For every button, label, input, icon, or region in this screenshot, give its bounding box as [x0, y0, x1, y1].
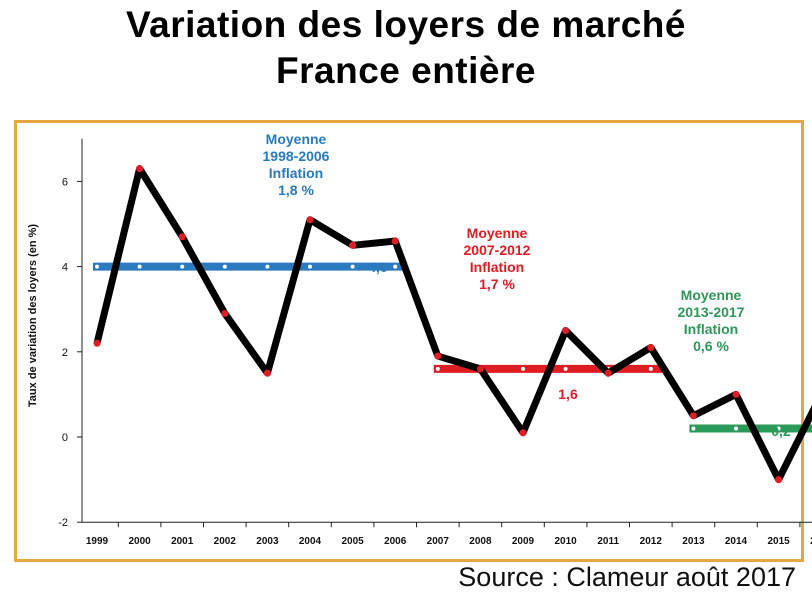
average-dot: [265, 264, 270, 269]
y-tick-label: 6: [62, 176, 68, 188]
data-point: [93, 339, 101, 347]
average-value-label: 0,2: [771, 423, 791, 439]
average-dot: [648, 366, 653, 371]
average-annotation-line: Moyenne: [266, 131, 327, 147]
average-annotation-line: Inflation: [684, 321, 738, 337]
y-tick-label: -2: [58, 517, 68, 529]
data-point: [604, 369, 612, 377]
data-point: [349, 241, 357, 249]
average-annotation: Moyenne 2007-2012 Inflation 1,7 %: [464, 225, 531, 292]
source-caption: Source : Clameur août 2017: [458, 562, 796, 592]
average-value-label: 4,0: [368, 259, 388, 275]
x-tick-label: 2014: [725, 536, 748, 547]
data-point: [178, 233, 186, 241]
average-annotation-line: 0,6 %: [693, 338, 729, 354]
x-tick-label: 2006: [384, 536, 407, 547]
average-dot: [350, 264, 355, 269]
x-tick-label: 2008: [469, 536, 492, 547]
data-point: [434, 352, 442, 360]
data-point: [647, 344, 655, 352]
data-point: [263, 369, 271, 377]
average-annotation: Moyenne 2013-2017 Inflation 0,6 %: [678, 287, 745, 354]
x-tick-label: 2016: [810, 536, 812, 547]
data-point: [306, 216, 314, 224]
average-dot: [308, 264, 312, 269]
data-point: [221, 309, 229, 317]
average-annotation-line: Moyenne: [681, 287, 742, 303]
data-point: [136, 165, 144, 173]
data-point: [519, 429, 527, 437]
average-annotation: Moyenne 1998-2006 Inflation 1,8 %: [263, 131, 330, 198]
x-tick-label: 2011: [597, 536, 619, 547]
average-dot: [521, 366, 525, 371]
average-annotation-line: Inflation: [470, 259, 524, 275]
average-value-label: 1,6: [558, 386, 578, 402]
average-dot: [776, 426, 781, 431]
data-point: [562, 327, 570, 334]
average-annotation-line: 1,8 %: [278, 182, 314, 198]
average-annotation-line: 2013-2017: [678, 304, 745, 320]
average-annotation-line: 1,7 %: [479, 276, 515, 292]
average-dot: [222, 264, 227, 269]
average-dot: [691, 426, 696, 431]
x-tick-label: 2015: [767, 536, 790, 547]
average-annotation-line: 1998-2006: [263, 148, 330, 164]
data-point: [689, 412, 697, 420]
x-tick-label: 2009: [512, 536, 535, 547]
x-tick-label: 2001: [171, 536, 194, 547]
average-annotation-line: 2007-2012: [464, 242, 531, 258]
x-tick-label: 2003: [256, 536, 279, 547]
average-dot: [734, 426, 738, 431]
average-dot: [435, 366, 440, 371]
average-annotation-line: Inflation: [269, 165, 323, 181]
average-dot: [563, 366, 568, 371]
average-dot: [137, 264, 142, 269]
y-tick-label: 2: [62, 347, 68, 359]
chart-frame: [14, 120, 804, 562]
x-tick-label: 2000: [128, 536, 151, 547]
average-dot: [180, 264, 185, 269]
data-point: [775, 476, 783, 484]
y-tick-label: 4: [62, 262, 68, 274]
y-axis-label: Taux de variation des loyers (en %): [27, 224, 39, 408]
x-tick-label: 2005: [341, 536, 364, 547]
chart-title-line-2: France entière: [276, 50, 536, 91]
x-tick-label: 2010: [554, 536, 577, 547]
average-annotation-line: Moyenne: [467, 225, 528, 241]
y-tick-label: 0: [62, 432, 68, 444]
average-dot: [95, 264, 99, 269]
data-point: [476, 365, 484, 373]
x-tick-label: 1999: [86, 536, 109, 547]
x-tick-label: 2012: [640, 536, 663, 547]
x-tick-label: 2002: [214, 536, 237, 547]
average-dot: [393, 264, 398, 269]
data-point: [732, 390, 740, 398]
x-tick-label: 2004: [299, 536, 322, 547]
data-point: [391, 237, 399, 245]
chart-title-line-1: Variation des loyers de marché: [126, 4, 686, 45]
x-tick-label: 2013: [682, 536, 705, 547]
x-tick-label: 2007: [427, 536, 450, 547]
